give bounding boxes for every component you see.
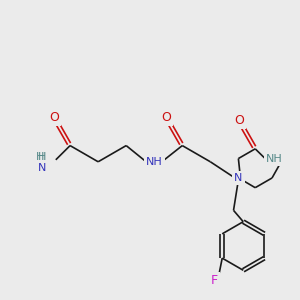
Text: NH: NH — [266, 154, 282, 164]
Text: H: H — [36, 152, 44, 162]
Text: N: N — [38, 163, 46, 173]
Text: O: O — [161, 111, 171, 124]
Text: F: F — [211, 274, 218, 287]
Text: 2: 2 — [43, 162, 47, 168]
Text: O: O — [234, 114, 244, 127]
Text: 2: 2 — [44, 161, 48, 167]
Text: NH: NH — [146, 157, 163, 167]
Text: O: O — [49, 111, 59, 124]
Text: N: N — [38, 163, 46, 173]
Text: H: H — [38, 152, 46, 162]
Text: N: N — [234, 173, 243, 183]
